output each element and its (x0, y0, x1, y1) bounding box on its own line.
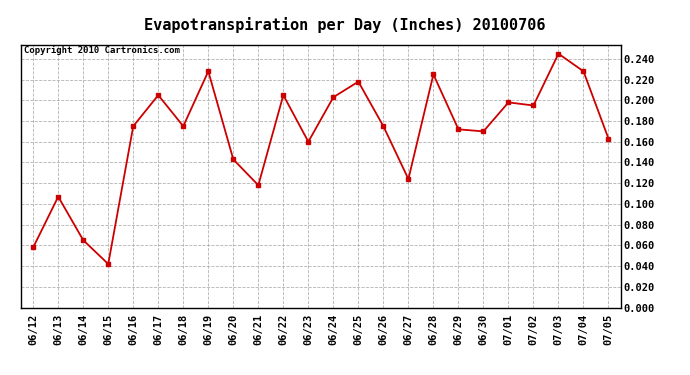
Text: Copyright 2010 Cartronics.com: Copyright 2010 Cartronics.com (23, 46, 179, 56)
Text: Evapotranspiration per Day (Inches) 20100706: Evapotranspiration per Day (Inches) 2010… (144, 17, 546, 33)
